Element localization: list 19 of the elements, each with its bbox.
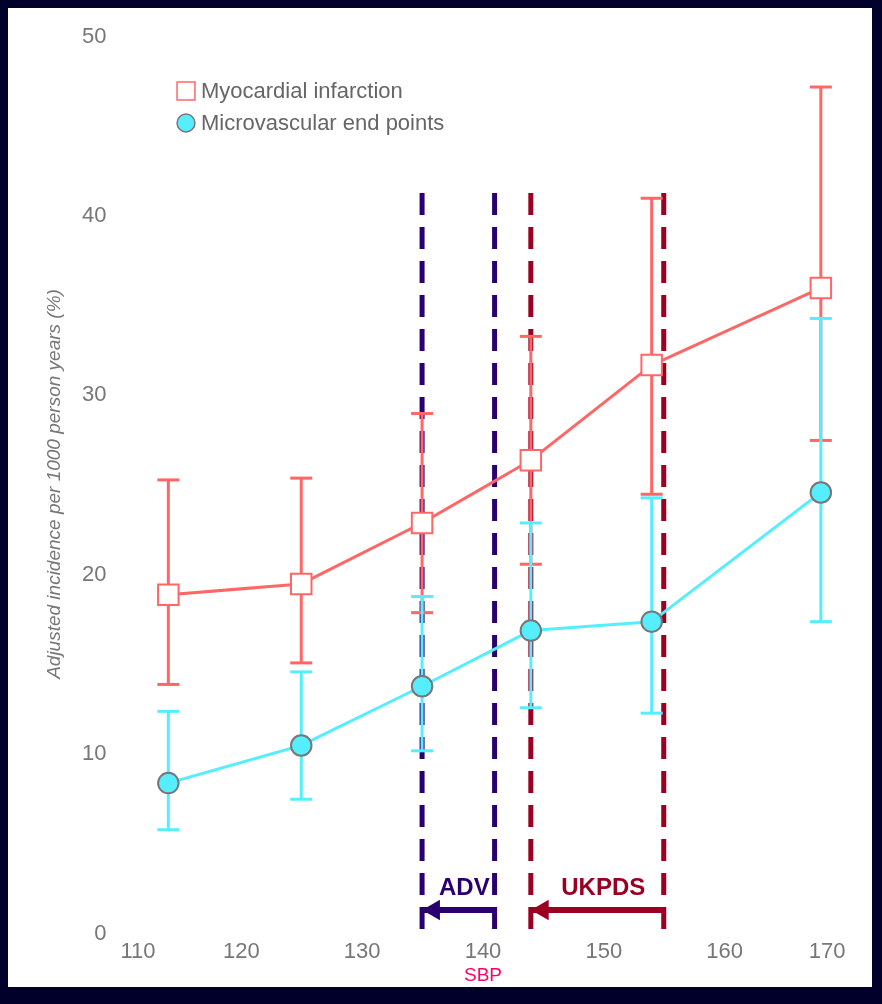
x-tick-label: 160 [706, 937, 744, 963]
y-tick-label: 10 [82, 740, 107, 766]
y-tick-label: 30 [82, 381, 107, 407]
y-tick-label: 50 [82, 22, 107, 48]
legend-label: Myocardial infarction [201, 78, 403, 103]
x-axis-title: SBP [463, 963, 503, 985]
x-tick-label: 150 [585, 937, 623, 963]
y-tick-label: 0 [94, 919, 107, 945]
legend-label: Microvascular end points [201, 110, 445, 135]
x-tick-label: 110 [120, 937, 156, 963]
y-tick-label: 20 [82, 560, 107, 586]
y-tick-label: 40 [82, 201, 107, 227]
x-tick-label: 140 [464, 937, 502, 963]
annotation: ADV [439, 873, 490, 900]
x-tick-label: 120 [222, 937, 260, 963]
y-axis-title: Adjusted incidence per 1000 person years (%) [43, 289, 65, 680]
x-tick-label: 170 [808, 937, 846, 963]
x-tick-label: 130 [343, 937, 381, 963]
annotation: UKPDS [561, 873, 646, 900]
